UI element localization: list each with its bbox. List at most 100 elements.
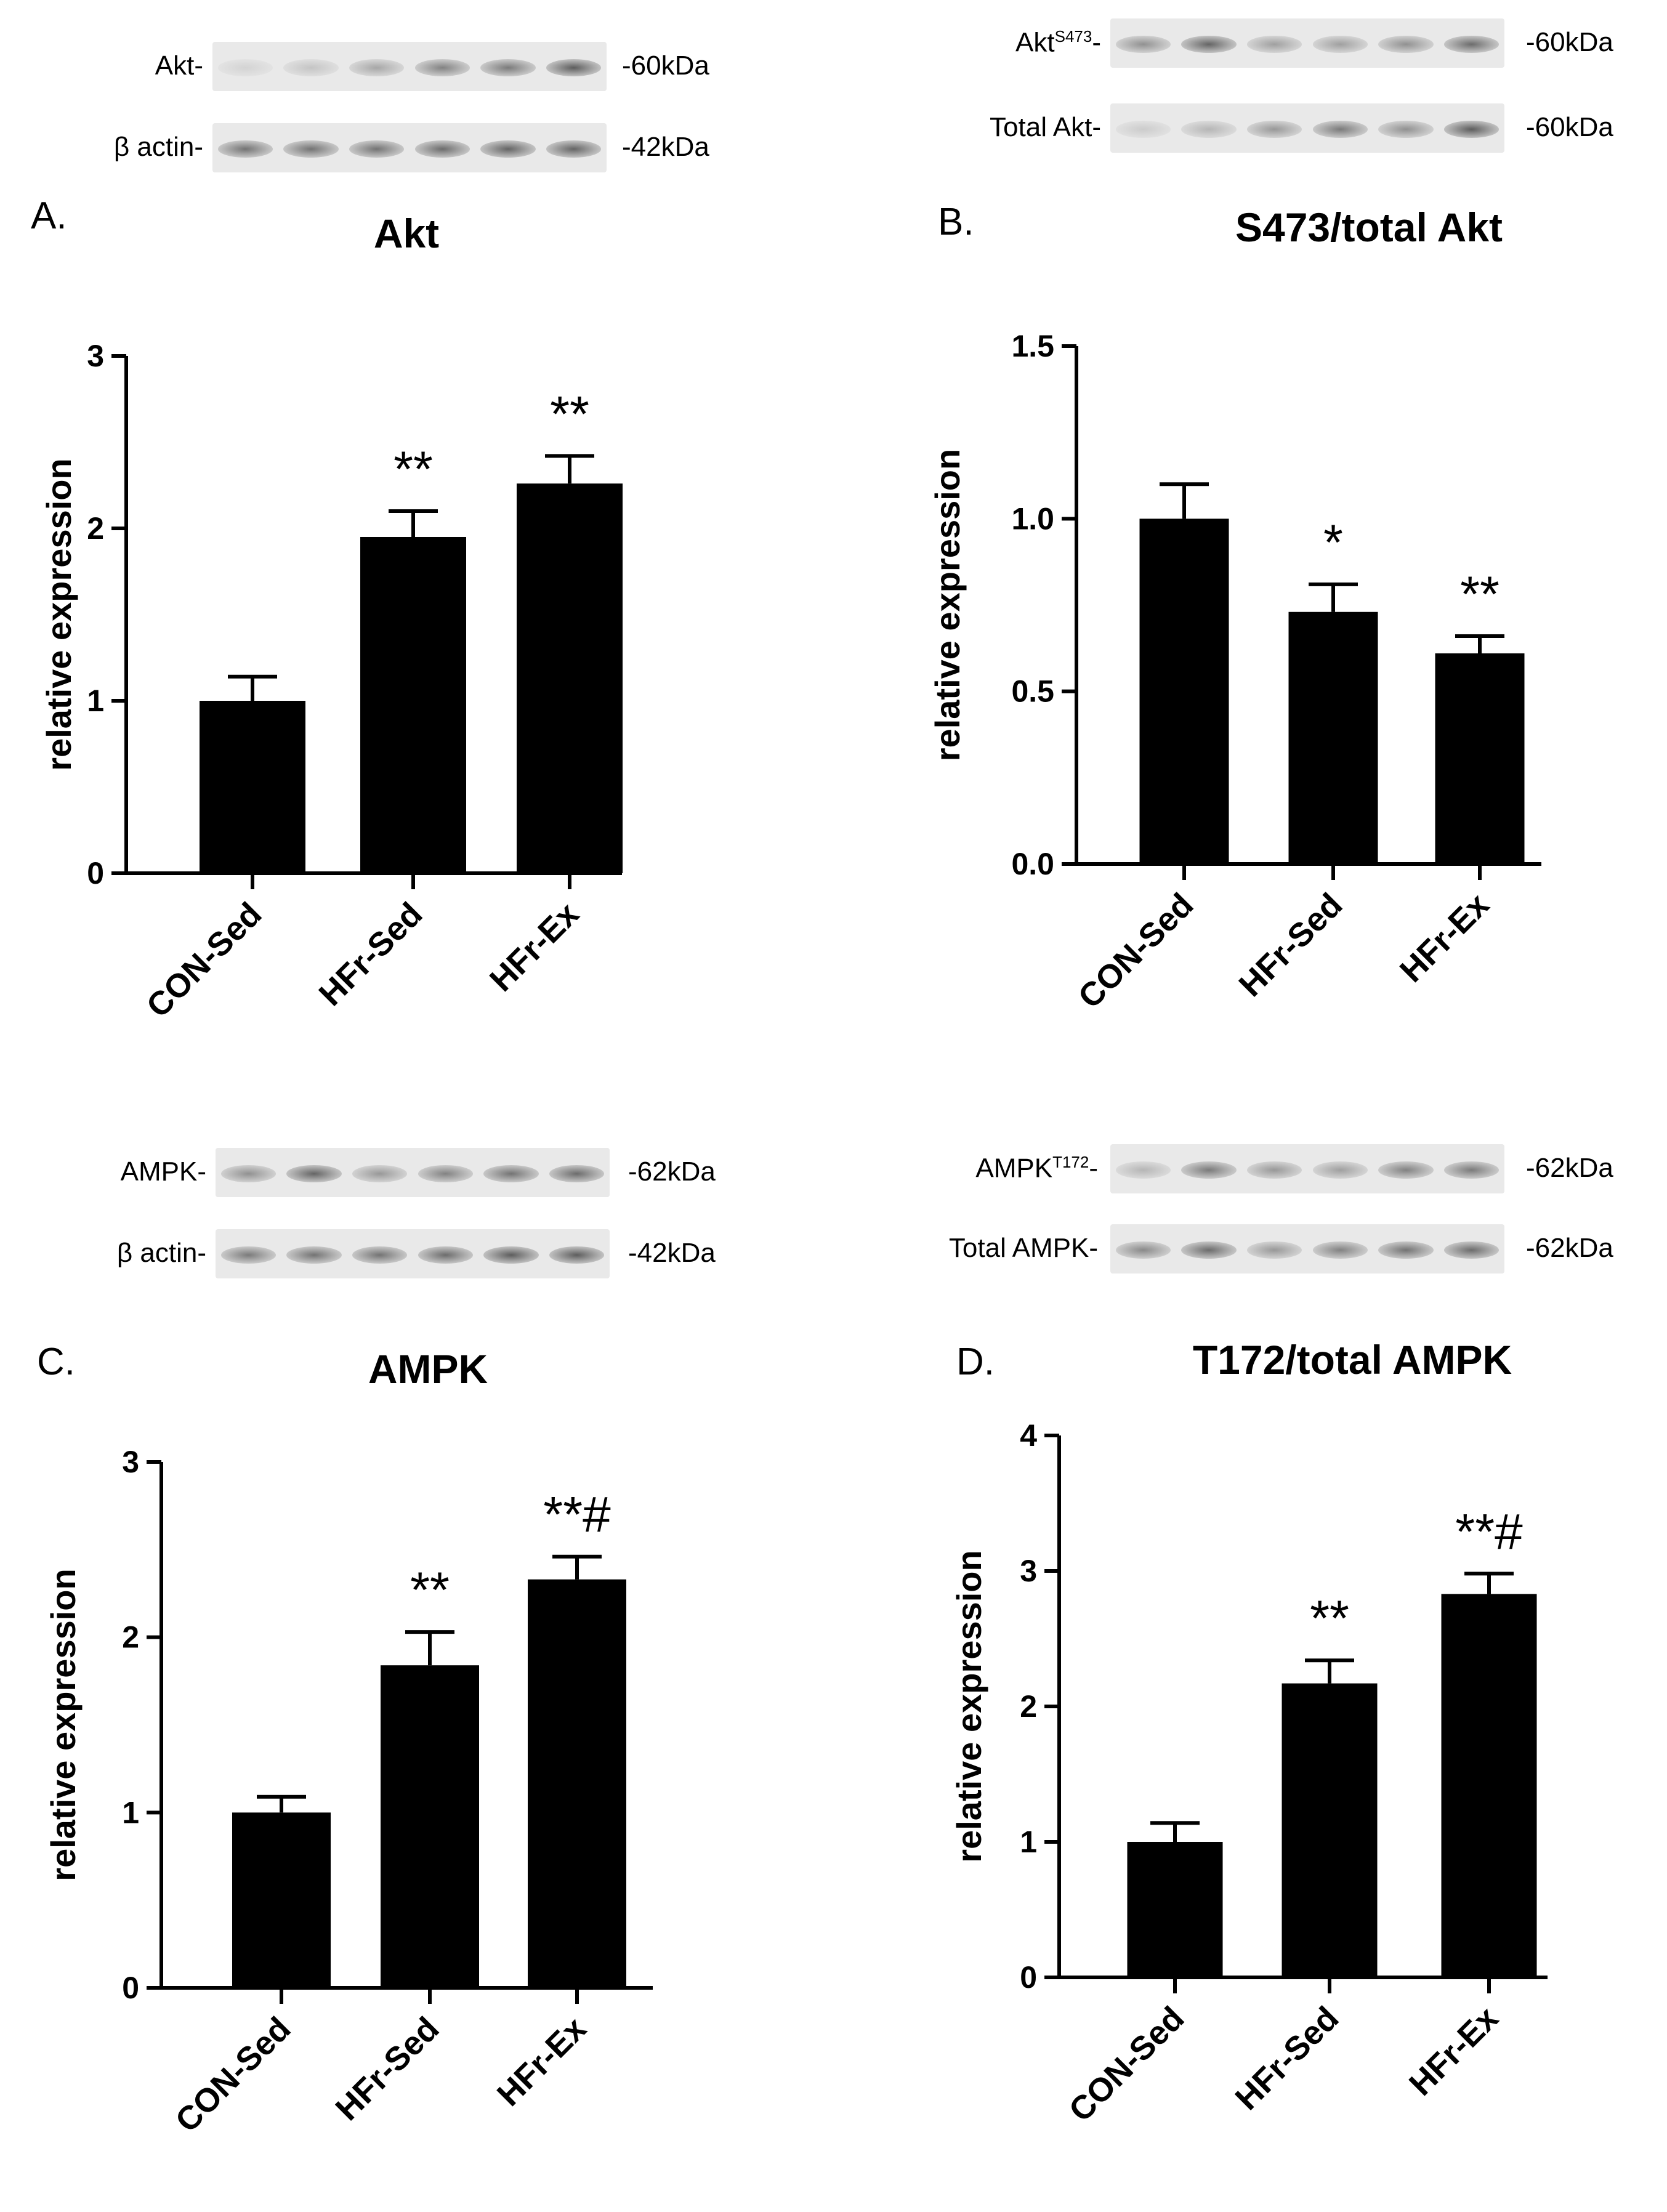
blot-strip <box>212 42 607 91</box>
blot-band <box>1181 1241 1237 1259</box>
blot-area-b: AktS473- -60kDa Total Akt- -60kDa <box>833 0 1666 185</box>
panel-a: Akt- -60kDa β actin- -42kDa A. Akt relative … <box>0 0 833 1106</box>
blot-band <box>220 1165 276 1182</box>
significance-marker: ** <box>1460 567 1499 623</box>
chart-title: AMPK <box>368 1346 488 1392</box>
bar <box>1139 519 1229 864</box>
blot-band <box>1443 1161 1499 1179</box>
panel-letter-d: D. <box>956 1341 995 1383</box>
blot-band <box>352 1246 408 1264</box>
y-tick-label: 0.0 <box>1011 847 1054 881</box>
blot-band <box>546 140 602 158</box>
blot-molecular-weight: -62kDa <box>1526 1153 1613 1183</box>
x-tick-label: HFr-Sed <box>1232 886 1350 1004</box>
blot-molecular-weight: -60kDa <box>1526 112 1613 142</box>
blot-band <box>349 140 405 158</box>
bar <box>200 701 305 873</box>
blot-band <box>1115 1161 1171 1179</box>
blot-label: AMPK- <box>120 1156 206 1187</box>
y-tick-label: 3 <box>1020 1554 1037 1588</box>
blot-band <box>283 140 339 158</box>
blot-band <box>217 59 273 76</box>
blot-band <box>1115 36 1171 53</box>
blot-band <box>1181 121 1237 138</box>
blot-molecular-weight: -62kDa <box>1526 1233 1613 1263</box>
blot-band <box>418 1165 474 1182</box>
panel-letter-a: A. <box>31 195 67 237</box>
x-tick-label: HFr-Sed <box>329 2010 446 2128</box>
blot-band <box>1246 1161 1302 1179</box>
blot-band <box>1443 121 1499 138</box>
bar <box>1127 1842 1223 1977</box>
y-tick-label: 1 <box>122 1795 139 1830</box>
x-tick-label: CON-Sed <box>1062 2000 1191 2129</box>
blot-strip <box>216 1148 610 1197</box>
chart-d: T172/total AMPK relative expression 0 1 2 3 4 C… <box>950 1337 1548 2129</box>
bar <box>232 1812 331 1988</box>
blot-band <box>1246 36 1302 53</box>
blot-band <box>1246 121 1302 138</box>
x-tick-label: HFr-Ex <box>1402 2000 1506 2103</box>
blot-band <box>549 1246 605 1264</box>
blot-band <box>418 1246 474 1264</box>
bar <box>1282 1683 1378 1977</box>
x-tick-label: HFr-Ex <box>1393 886 1496 990</box>
blot-band <box>1312 1241 1368 1259</box>
x-tick-label: HFr-Ex <box>483 895 586 999</box>
blot-area-c: AMPK- -62kDa β actin- -42kDa <box>0 1106 833 1291</box>
significance-marker: **# <box>1455 1504 1523 1560</box>
x-tick-label: CON-Sed <box>139 895 268 1025</box>
y-tick-label: 4 <box>1020 1418 1037 1453</box>
blot-molecular-weight: -42kDa <box>628 1238 716 1268</box>
blot-band <box>1443 36 1499 53</box>
blot-band <box>480 140 536 158</box>
y-tick-label: 2 <box>122 1620 139 1655</box>
bar <box>1441 1594 1537 1977</box>
blot-band <box>1181 1161 1237 1179</box>
blot-strip <box>1110 1224 1504 1274</box>
x-tick-label: HFr-Sed <box>1229 2000 1346 2117</box>
bar <box>517 483 623 873</box>
y-axis-label: relative expression <box>928 449 967 761</box>
blot-band <box>220 1246 276 1264</box>
blot-band <box>483 1165 539 1182</box>
blot-band <box>1312 36 1368 53</box>
blot-band <box>1312 121 1368 138</box>
y-axis-label: relative expression <box>950 1550 988 1862</box>
blot-band <box>1378 121 1434 138</box>
blot-strip <box>1110 103 1504 153</box>
x-tick-label: HFr-Ex <box>490 2010 594 2113</box>
blot-band <box>1378 36 1434 53</box>
y-tick-label: 1.5 <box>1011 329 1054 363</box>
blot-band <box>1378 1161 1434 1179</box>
blot-label: AMPKT172- <box>975 1153 1098 1184</box>
significance-marker: **# <box>543 1487 611 1543</box>
blot-strip <box>216 1229 610 1278</box>
bar <box>360 537 466 873</box>
blot-band <box>217 140 273 158</box>
blot-molecular-weight: -62kDa <box>628 1156 716 1187</box>
blot-label: Total Akt- <box>990 112 1101 142</box>
blot-area-d: AMPKT172- -62kDa Total AMPK- -62kDa <box>833 1106 1666 1291</box>
y-tick-label: 1 <box>87 684 104 718</box>
blot-strip <box>212 123 607 172</box>
blot-band <box>349 59 405 76</box>
blot-band <box>549 1165 605 1182</box>
bar <box>528 1579 626 1988</box>
bar <box>1288 612 1378 864</box>
blot-band <box>1246 1241 1302 1259</box>
blot-band <box>483 1246 539 1264</box>
significance-marker: ** <box>394 442 433 498</box>
y-tick-label: 0.5 <box>1011 674 1054 709</box>
panel-letter-b: B. <box>938 201 974 243</box>
blot-band <box>286 1246 342 1264</box>
blot-molecular-weight: -60kDa <box>1526 27 1613 57</box>
y-tick-label: 0 <box>87 856 104 890</box>
blot-band <box>352 1165 408 1182</box>
blot-band <box>480 59 536 76</box>
y-tick-label: 2 <box>87 511 104 546</box>
x-tick-label: CON-Sed <box>168 2010 297 2139</box>
chart-title: S473/total Akt <box>1235 204 1503 250</box>
blot-band <box>1443 1241 1499 1259</box>
panel-b: AktS473- -60kDa Total Akt- -60kDa B. S473/t… <box>833 0 1666 1106</box>
